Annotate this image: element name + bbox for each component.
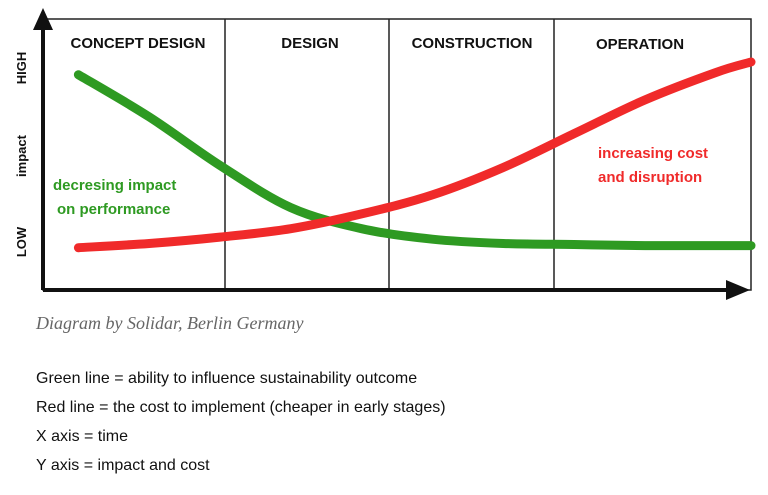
- note-y-axis: Y axis = impact and cost: [36, 457, 210, 474]
- phase-label: OPERATION: [596, 36, 684, 53]
- phase-label: CONSTRUCTION: [412, 35, 533, 52]
- annotation-red: increasing cost: [598, 145, 708, 162]
- annotation-red: and disruption: [598, 169, 702, 186]
- annotation-green: decresing impact: [53, 177, 176, 194]
- annotation-green: on performance: [57, 201, 170, 218]
- chart: CONCEPT DESIGN DESIGN CONSTRUCTION OPERA…: [14, 8, 756, 300]
- note-green-line: Green line = ability to influence sustai…: [36, 370, 418, 387]
- note-x-axis: X axis = time: [36, 428, 129, 445]
- y-axis-arrowhead: [33, 8, 53, 30]
- phase-label: CONCEPT DESIGN: [70, 35, 205, 52]
- series-line-green: [73, 70, 756, 251]
- x-axis-arrowhead: [726, 280, 750, 300]
- y-label-impact: impact: [14, 134, 29, 177]
- phase-label: DESIGN: [281, 35, 339, 52]
- legend-notes: Green line = ability to influence sustai…: [36, 364, 446, 480]
- series-line-red: [73, 57, 756, 253]
- note-red-line: Red line = the cost to implement (cheape…: [36, 399, 446, 416]
- y-label-high: HIGH: [14, 52, 29, 85]
- y-label-low: LOW: [14, 226, 29, 257]
- diagram-credit: Diagram by Solidar, Berlin Germany: [36, 313, 304, 333]
